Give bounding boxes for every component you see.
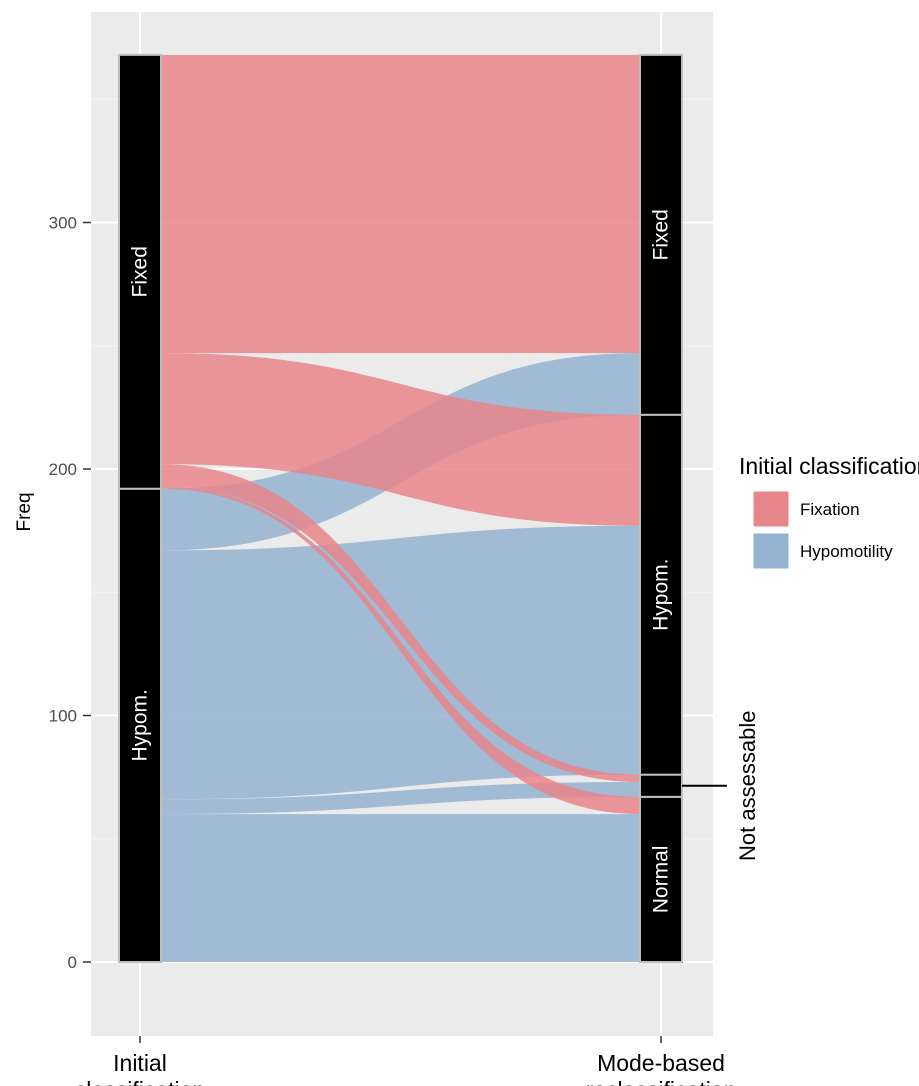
stratum-label: Hypom. — [650, 559, 673, 631]
flow-fixation — [161, 54, 640, 354]
stratum-reclass — [639, 795, 683, 963]
legend-title: Initial classification — [739, 453, 919, 479]
flow-fixation — [161, 464, 640, 783]
stratum-initial — [118, 53, 162, 490]
flow-fixation — [161, 353, 640, 526]
flow-hypomotility — [161, 814, 640, 962]
stratum-label: Fixed — [650, 209, 673, 260]
stratum-reclass — [639, 413, 683, 776]
x-tick-label: Mode-basedreclassification — [586, 1050, 737, 1086]
y-axis: 0 100 200 300 — [49, 214, 91, 972]
legend-swatch — [752, 532, 790, 570]
strata: Hypom. Fixed Normal Hypom. Fixed — [118, 53, 683, 963]
flow-fixation — [161, 486, 640, 815]
flow-hypomotility — [161, 525, 640, 800]
flows — [161, 54, 640, 962]
stratum-reclass — [639, 53, 683, 416]
y-axis-title: Freq — [14, 492, 35, 531]
stratum-label: Normal — [650, 846, 673, 914]
y-tick-label: 100 — [49, 707, 77, 726]
legend-label: Hypomotility — [800, 542, 893, 561]
callout: Not assessable — [682, 711, 760, 861]
y-tick-label: 300 — [49, 214, 77, 233]
stratum-reclass — [639, 773, 683, 798]
callout-label: Not assessable — [735, 711, 760, 861]
y-tick-label: 200 — [49, 460, 77, 479]
legend-swatch — [752, 490, 790, 528]
stratum-label: Fixed — [129, 246, 152, 297]
legend-label: Fixation — [800, 500, 860, 519]
stratum-initial — [118, 487, 162, 963]
stratum-label: Hypom. — [129, 689, 152, 761]
y-tick-label: 0 — [68, 953, 77, 972]
legend: Initial classification Fixation Hypomotil… — [739, 453, 919, 570]
flow-hypomotility — [161, 782, 640, 815]
